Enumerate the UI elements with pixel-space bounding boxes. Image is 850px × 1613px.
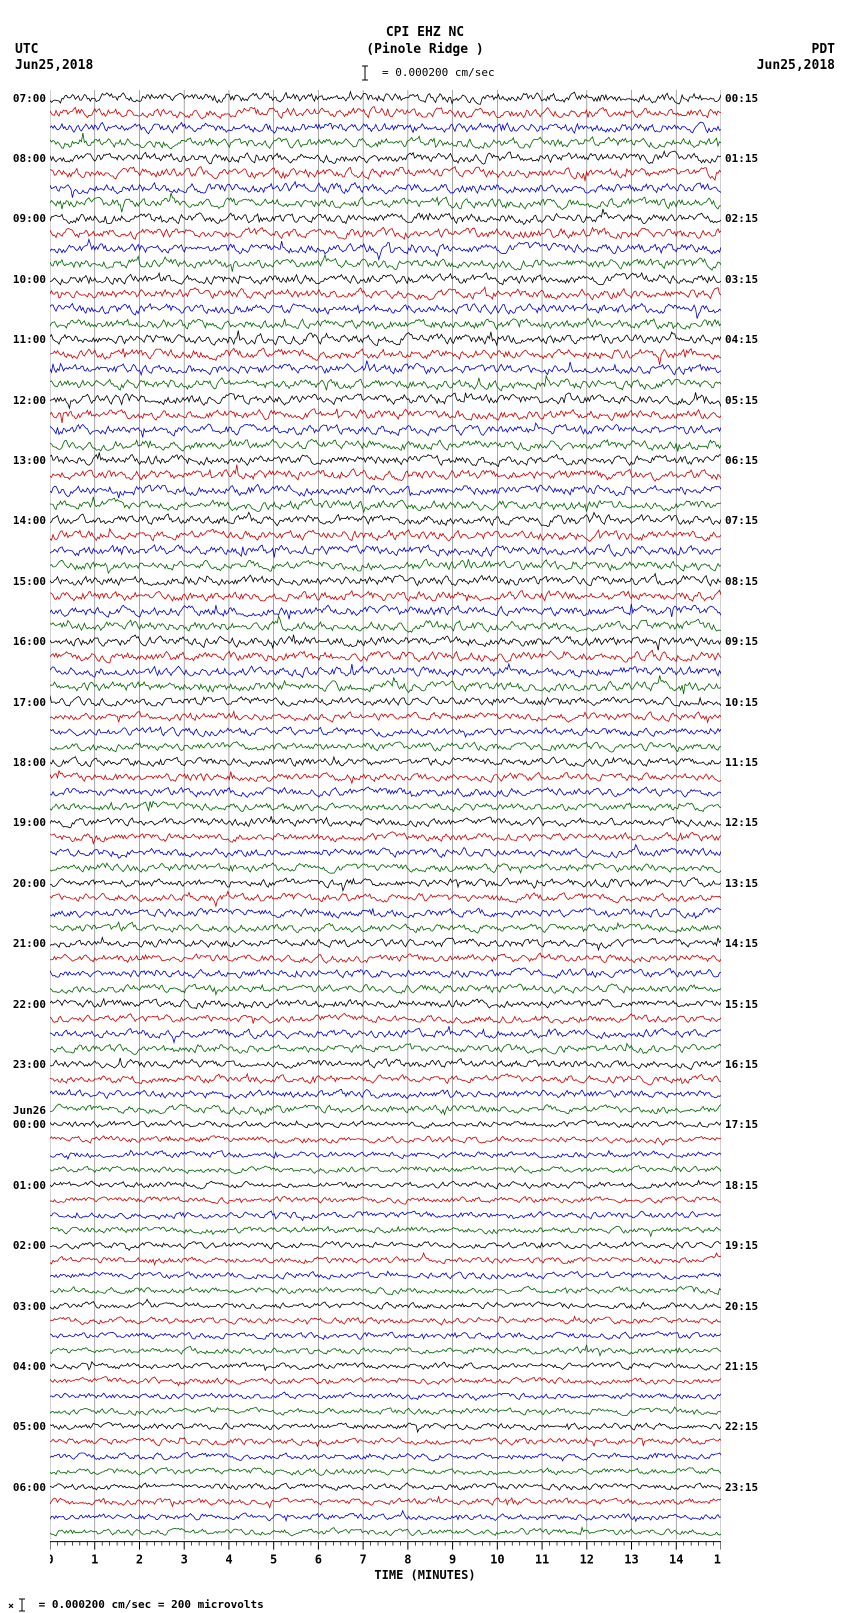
pdt-time-label: 05:15 [725, 394, 785, 407]
utc-time-label: 12:00 [4, 394, 46, 407]
pdt-time-label: 23:15 [725, 1481, 785, 1494]
svg-text:6: 6 [315, 1553, 322, 1567]
svg-text:12: 12 [580, 1553, 594, 1567]
pdt-time-label: 03:15 [725, 273, 785, 286]
svg-text:8: 8 [404, 1553, 411, 1567]
station-id: CPI EHZ NC [0, 25, 850, 40]
footer-scale-icon: × [8, 1598, 32, 1612]
pdt-time-label: 13:15 [725, 877, 785, 890]
pdt-time-label: 16:15 [725, 1058, 785, 1071]
pdt-time-label: 08:15 [725, 575, 785, 588]
utc-time-label: 18:00 [4, 756, 46, 769]
tz-right: PDT [812, 42, 835, 57]
date-left: Jun25,2018 [15, 58, 93, 73]
pdt-time-label: 19:15 [725, 1239, 785, 1252]
plot-area: 0123456789101112131415 [50, 88, 721, 1538]
utc-time-label: 01:00 [4, 1179, 46, 1192]
pdt-time-label: 15:15 [725, 998, 785, 1011]
svg-text:11: 11 [535, 1553, 549, 1567]
svg-text:1: 1 [91, 1553, 98, 1567]
utc-time-label: 05:00 [4, 1420, 46, 1433]
utc-time-label: 11:00 [4, 333, 46, 346]
pdt-time-label: 18:15 [725, 1179, 785, 1192]
pdt-time-label: 09:15 [725, 635, 785, 648]
svg-text:15: 15 [714, 1553, 721, 1567]
utc-time-label: 10:00 [4, 273, 46, 286]
utc-time-label: 20:00 [4, 877, 46, 890]
pdt-time-label: 11:15 [725, 756, 785, 769]
xaxis-label: TIME (MINUTES) [0, 1568, 850, 1582]
svg-text:2: 2 [136, 1553, 143, 1567]
pdt-time-label: 20:15 [725, 1300, 785, 1313]
pdt-time-label: 22:15 [725, 1420, 785, 1433]
pdt-time-label: 01:15 [725, 152, 785, 165]
utc-time-label: 22:00 [4, 998, 46, 1011]
seismogram-svg: 0123456789101112131415 [50, 88, 721, 1568]
utc-time-label: 06:00 [4, 1481, 46, 1494]
utc-time-label: 16:00 [4, 635, 46, 648]
tz-left: UTC [15, 42, 38, 57]
utc-time-label: 21:00 [4, 937, 46, 950]
svg-text:10: 10 [490, 1553, 504, 1567]
utc-time-label: 03:00 [4, 1300, 46, 1313]
utc-time-label: 23:00 [4, 1058, 46, 1071]
utc-time-label: 04:00 [4, 1360, 46, 1373]
pdt-time-label: 06:15 [725, 454, 785, 467]
pdt-time-label: 04:15 [725, 333, 785, 346]
utc-time-label: 08:00 [4, 152, 46, 165]
pdt-time-label: 00:15 [725, 92, 785, 105]
utc-time-label: 15:00 [4, 575, 46, 588]
utc-time-label: 02:00 [4, 1239, 46, 1252]
pdt-time-label: 10:15 [725, 696, 785, 709]
svg-text:×: × [8, 1601, 14, 1612]
scale-text: = 0.000200 cm/sec [382, 66, 495, 79]
utc-time-label: 17:00 [4, 696, 46, 709]
svg-text:7: 7 [360, 1553, 367, 1567]
pdt-time-label: 14:15 [725, 937, 785, 950]
svg-text:4: 4 [225, 1553, 232, 1567]
date-right: Jun25,2018 [757, 58, 835, 73]
utc-time-label: 00:00 [4, 1118, 46, 1131]
svg-text:0: 0 [50, 1553, 54, 1567]
footer-text: = 0.000200 cm/sec = 200 microvolts [39, 1598, 264, 1611]
pdt-time-label: 02:15 [725, 212, 785, 225]
scale-indicator: = 0.000200 cm/sec [0, 65, 850, 81]
utc-time-label: 07:00 [4, 92, 46, 105]
utc-time-label: 13:00 [4, 454, 46, 467]
utc-time-label: 14:00 [4, 514, 46, 527]
seismogram-container: CPI EHZ NC (Pinole Ridge ) = 0.000200 cm… [0, 0, 850, 1613]
svg-text:13: 13 [624, 1553, 638, 1567]
utc-time-label: 19:00 [4, 816, 46, 829]
pdt-time-label: 17:15 [725, 1118, 785, 1131]
pdt-time-label: 12:15 [725, 816, 785, 829]
svg-text:3: 3 [181, 1553, 188, 1567]
svg-text:14: 14 [669, 1553, 683, 1567]
date-change-marker: Jun26 [4, 1104, 46, 1117]
pdt-time-label: 07:15 [725, 514, 785, 527]
station-location: (Pinole Ridge ) [0, 42, 850, 57]
svg-text:9: 9 [449, 1553, 456, 1567]
svg-text:5: 5 [270, 1553, 277, 1567]
utc-time-label: 09:00 [4, 212, 46, 225]
footer-scale: × = 0.000200 cm/sec = 200 microvolts [8, 1598, 264, 1612]
pdt-time-label: 21:15 [725, 1360, 785, 1373]
